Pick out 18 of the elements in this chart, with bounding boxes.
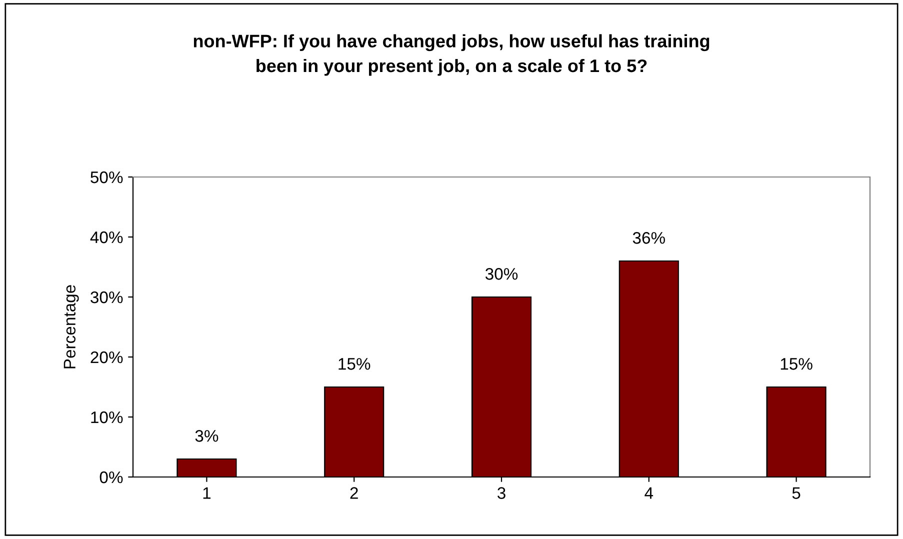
y-tick-label: 40% [90,231,123,244]
x-tick-label: 4 [644,487,654,499]
chart-title: non-WFP: If you have changed jobs, how useful has training been in your present job, on a scale of 1 to 5? [194,34,710,76]
x-tick-label: 2 [350,487,358,499]
y-tick-label: 30% [90,291,123,304]
x-tick-label: 1 [203,487,211,499]
y-tick-label: 50% [90,171,123,184]
y-tick-label: 0% [100,471,123,484]
data-label: 30% [485,268,518,280]
data-label: 36% [632,232,665,244]
data-label: 3% [195,430,218,442]
y-tick-label: 20% [90,351,123,364]
y-axis-title: Percentage [64,285,79,368]
y-tick-label: 10% [91,411,123,424]
x-tick-label: 3 [498,487,506,499]
data-label: 15% [338,358,370,370]
data-label: 15% [780,358,812,370]
x-tick-label: 5 [792,487,800,499]
